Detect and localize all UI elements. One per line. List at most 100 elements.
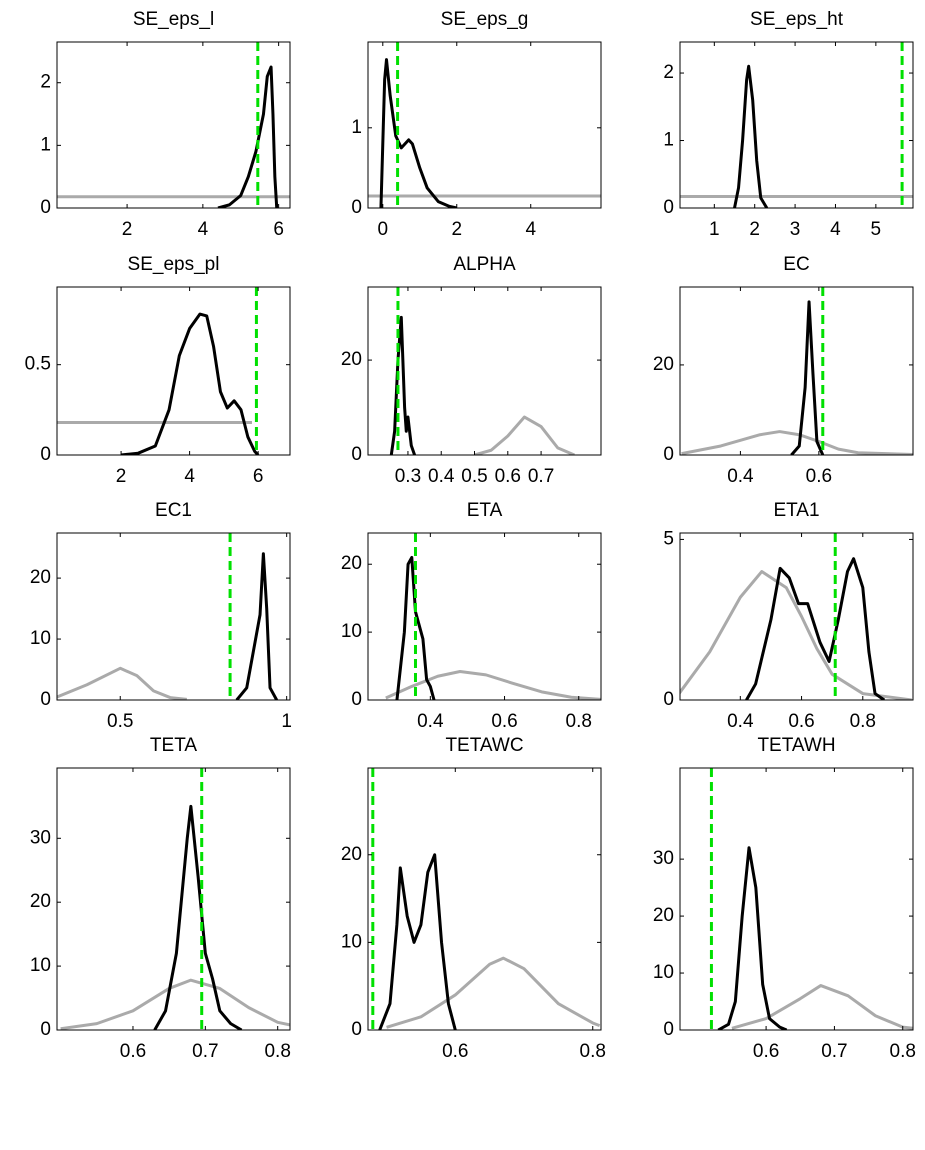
x-tick-label: 0.8 [264, 1041, 290, 1062]
density-line [389, 315, 417, 455]
density-line [120, 312, 260, 455]
subplot: TETAWH 0.6 0.7 0.8 0 10 20 30 [653, 735, 916, 1062]
chart-title: ALPHA [453, 254, 516, 275]
chart-title: EC1 [155, 500, 192, 521]
axes-frame [367, 286, 602, 456]
chart-title: ETA1 [773, 500, 819, 521]
x-tick-label: 0.5 [107, 711, 133, 732]
y-tick-label: 20 [341, 844, 362, 865]
axes-frame [679, 286, 914, 456]
chart-title: SE_eps_ht [750, 9, 844, 30]
y-tick-label: 30 [653, 848, 674, 869]
x-tick-label: 0.4 [727, 466, 754, 487]
axes-frame [367, 532, 602, 701]
density-line [731, 984, 913, 1030]
x-tick-label: 0.3 [395, 466, 421, 487]
y-tick-label: 10 [30, 955, 51, 976]
x-tick-label: 0.8 [580, 1041, 606, 1062]
axes-frame [679, 532, 914, 701]
x-tick-label: 4 [830, 219, 841, 240]
plot-area [680, 533, 912, 700]
x-tick-label: 0.6 [491, 711, 517, 732]
density-line [60, 978, 290, 1030]
y-tick-label: 20 [341, 553, 362, 574]
plot-area [57, 287, 260, 455]
subplot: ETA 0.4 0.6 0.8 0 10 20 [341, 500, 602, 732]
subplot: EC 0.4 0.6 0 20 [653, 254, 914, 487]
y-tick-label: 0 [663, 197, 674, 218]
x-tick-label: 0.5 [461, 466, 487, 487]
y-tick-label: 0 [663, 689, 674, 710]
chart-title: TETAWC [445, 735, 523, 756]
x-tick-label: 3 [790, 219, 801, 240]
chart-title: TETA [150, 735, 197, 756]
y-tick-label: 10 [341, 621, 362, 642]
chart-title: SE_eps_g [441, 9, 529, 30]
chart-title: ETA [467, 500, 503, 521]
x-tick-label: 6 [253, 466, 264, 487]
x-tick-label: 0.8 [890, 1041, 916, 1062]
density-line [790, 300, 825, 455]
x-tick-label: 1 [281, 711, 292, 732]
plot-area [57, 42, 290, 208]
x-tick-label: 0.6 [120, 1041, 146, 1062]
x-tick-label: 0.8 [850, 711, 876, 732]
plot-area [680, 42, 913, 208]
density-line [681, 430, 913, 455]
x-tick-label: 0.4 [428, 466, 455, 487]
density-line [733, 64, 769, 208]
x-tick-label: 5 [871, 219, 882, 240]
chart-title: EC [783, 254, 809, 275]
y-tick-label: 30 [30, 827, 51, 848]
plot-area [60, 768, 290, 1030]
y-tick-label: 0 [351, 689, 362, 710]
y-tick-label: 0 [40, 1019, 51, 1040]
y-tick-label: 20 [30, 567, 51, 588]
x-tick-label: 0.7 [821, 1041, 847, 1062]
y-tick-label: 1 [40, 134, 51, 155]
y-tick-label: 10 [30, 628, 51, 649]
x-tick-label: 0.4 [727, 711, 754, 732]
plot-area [389, 287, 575, 455]
x-tick-label: 4 [525, 219, 536, 240]
x-tick-label: 0.6 [495, 466, 521, 487]
y-tick-label: 5 [663, 528, 674, 549]
plot-area [681, 287, 913, 455]
x-tick-label: 4 [184, 466, 195, 487]
axes-frame [679, 41, 914, 209]
axes-frame [56, 41, 291, 209]
y-tick-label: 10 [653, 962, 674, 983]
x-tick-label: 0 [378, 219, 389, 240]
x-tick-label: 2 [749, 219, 760, 240]
y-tick-label: 20 [653, 354, 674, 375]
plot-area [385, 533, 601, 700]
subplot: SE_eps_l 2 4 6 0 1 2 [40, 9, 291, 240]
x-tick-label: 2 [451, 219, 462, 240]
y-tick-label: 0 [351, 1019, 362, 1040]
y-tick-label: 0 [351, 444, 362, 465]
y-tick-label: 0 [663, 444, 674, 465]
density-line [153, 804, 243, 1030]
plot-area [57, 533, 279, 700]
axes-frame [367, 41, 602, 209]
x-tick-label: 0.4 [417, 711, 444, 732]
x-tick-label: 1 [709, 219, 720, 240]
y-tick-label: 10 [341, 931, 362, 952]
x-tick-label: 0.7 [528, 466, 554, 487]
y-tick-label: 20 [341, 349, 362, 370]
y-tick-label: 20 [653, 905, 674, 926]
y-tick-label: 2 [40, 72, 51, 93]
plot-area [709, 768, 913, 1030]
y-tick-label: 2 [663, 62, 674, 83]
x-tick-label: 6 [273, 219, 284, 240]
axes-frame [56, 532, 291, 701]
y-tick-label: 0.5 [25, 354, 51, 375]
y-tick-label: 0 [351, 197, 362, 218]
density-line [378, 853, 457, 1030]
x-tick-label: 0.6 [442, 1041, 468, 1062]
subplot: SE_eps_g 0 2 4 0 1 [351, 9, 602, 240]
density-line [395, 555, 436, 700]
subplot: SE_eps_pl 2 4 6 0 0.5 [25, 254, 291, 487]
